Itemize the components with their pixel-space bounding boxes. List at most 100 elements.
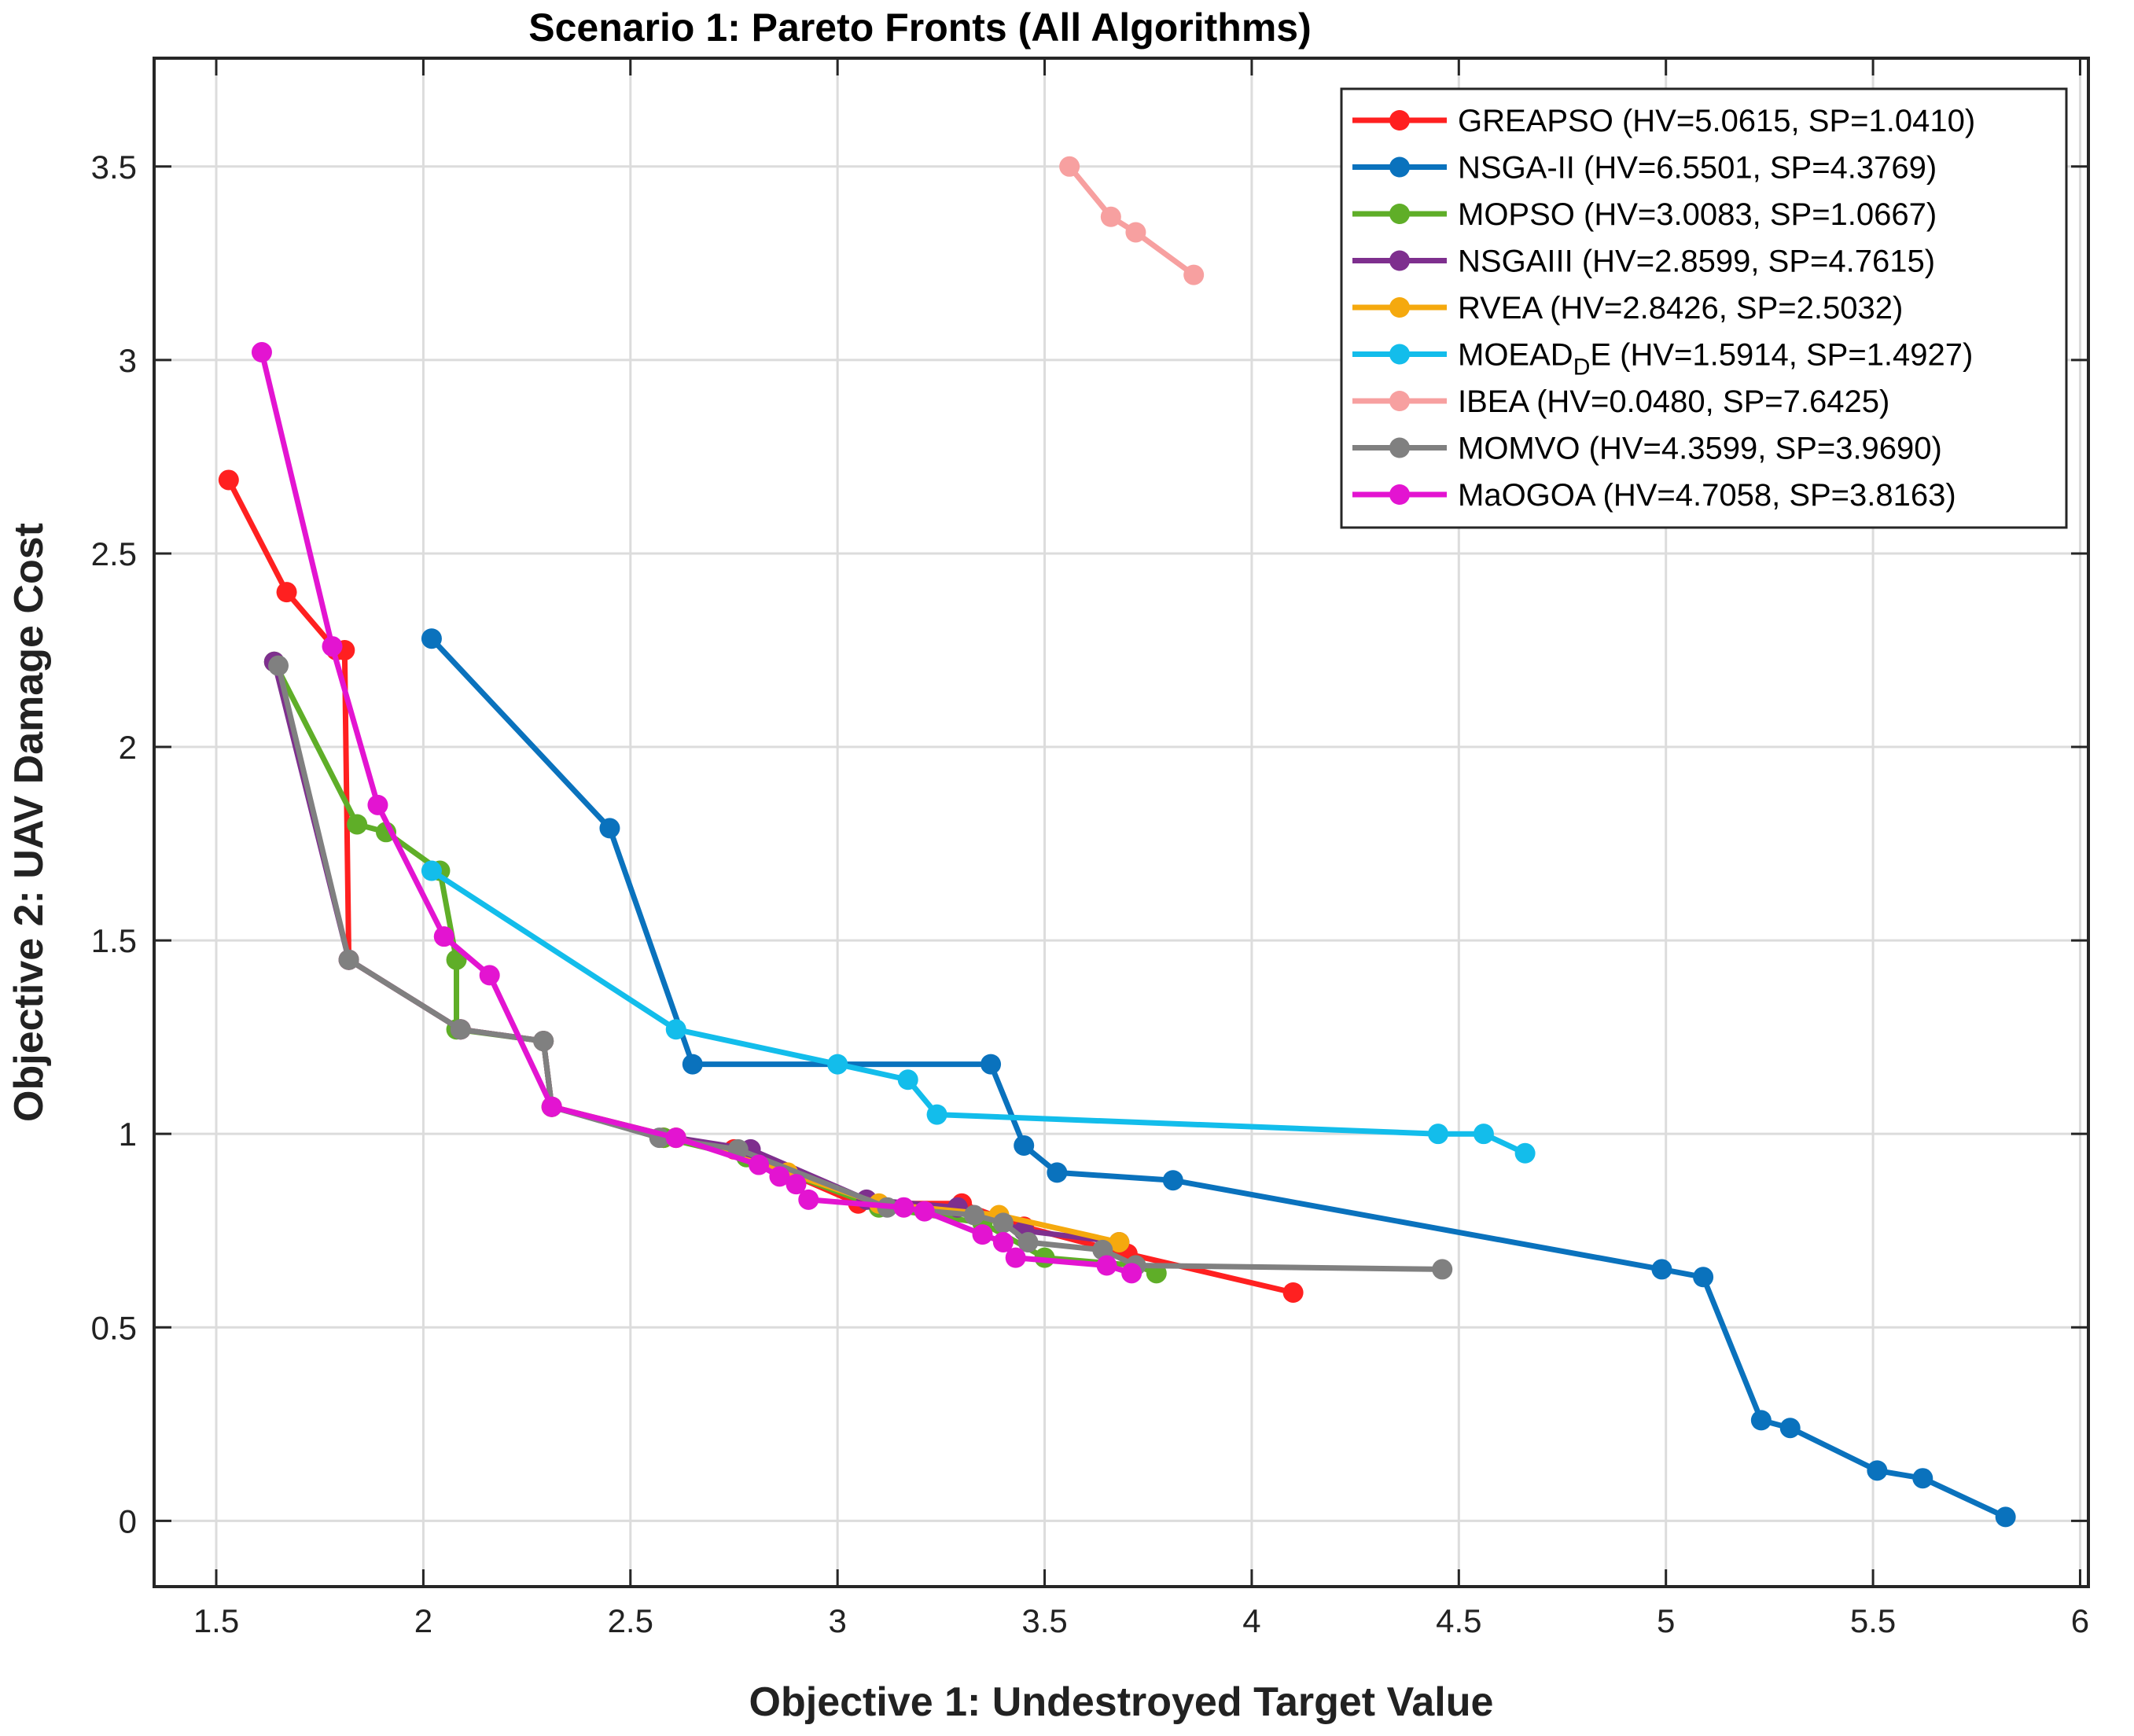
legend-label: GREAPSO (HV=5.0615, SP=1.0410) (1458, 104, 1975, 138)
data-point-maogoa (322, 636, 343, 657)
legend-label-name: GREAPSO (1458, 104, 1613, 138)
data-point-maogoa (479, 965, 500, 986)
data-point-momvo (533, 1031, 554, 1052)
data-point-maogoa (893, 1197, 914, 1218)
data-point-rvea (1109, 1231, 1130, 1252)
legend-label: IBEA (HV=0.0480, SP=7.6425) (1458, 384, 1889, 419)
data-point-nsga-ii (682, 1054, 703, 1075)
legend-box (1340, 87, 2068, 529)
data-point-moead-de (926, 1104, 947, 1125)
data-point-moead-de (1473, 1124, 1494, 1145)
data-point-greapso (218, 469, 239, 491)
data-point-momvo (1432, 1259, 1453, 1280)
data-point-nsga-ii (1162, 1170, 1183, 1191)
data-point-maogoa (798, 1189, 819, 1210)
series-ibea (1059, 156, 1205, 285)
data-point-moead-de (827, 1054, 848, 1075)
data-point-greapso (276, 582, 297, 603)
data-point-nsga-ii (1867, 1460, 1888, 1481)
data-point-greapso (1282, 1282, 1304, 1303)
legend-label-name: MaOGOA (1458, 478, 1596, 513)
y-tick-label: 0 (119, 1502, 137, 1539)
data-point-nsga-ii (1912, 1468, 1933, 1489)
y-tick-label: 2 (119, 729, 137, 766)
data-point-nsga-ii (1693, 1267, 1714, 1288)
data-point-moead-de (897, 1069, 918, 1091)
data-point-maogoa (992, 1231, 1014, 1252)
data-point-momvo (963, 1205, 984, 1226)
data-point-moead-de (1514, 1142, 1536, 1164)
legend-label-name: RVEA (1458, 291, 1543, 326)
data-point-nsga-ii (1995, 1506, 2016, 1528)
y-tick-label: 2.5 (91, 535, 137, 572)
legend-swatch-marker (1389, 484, 1410, 505)
data-point-nsga-ii (1750, 1410, 1772, 1431)
legend-label: NSGA-II (HV=6.5501, SP=4.3769) (1458, 151, 1937, 186)
legend-swatch-marker (1389, 297, 1410, 318)
legend-swatch-marker (1389, 344, 1410, 365)
data-point-nsga-ii (1014, 1135, 1035, 1156)
x-tick-label: 4 (1242, 1602, 1260, 1639)
legend-label-metrics: (HV=2.8599, SP=4.7615) (1573, 245, 1935, 279)
data-point-nsga-ii (1779, 1418, 1801, 1439)
data-point-ibea (1183, 264, 1205, 285)
legend-label: MOEADDE (HV=1.5914, SP=1.4927) (1458, 338, 1973, 381)
data-point-maogoa (665, 1127, 686, 1149)
series-line-nsga-ii (429, 635, 2009, 1520)
y-tick-label: 3 (119, 342, 137, 379)
legend-label-metrics: (HV=0.0480, SP=7.6425) (1528, 384, 1889, 419)
legend-label-name: NSGAIII (1458, 245, 1573, 279)
data-point-maogoa (972, 1224, 993, 1245)
x-tick-label: 4.5 (1436, 1602, 1481, 1639)
data-point-moead-de (1427, 1124, 1448, 1145)
data-point-maogoa (367, 794, 388, 815)
data-point-nsga-ii (599, 818, 620, 839)
data-point-maogoa (251, 342, 272, 363)
data-point-nsga-ii (1047, 1162, 1068, 1183)
legend-label: MOMVO (HV=4.3599, SP=3.9690) (1458, 432, 1942, 466)
legend-item-greapso: GREAPSO (HV=5.0615, SP=1.0410) (1352, 104, 1975, 138)
series-nsga-ii (421, 628, 2016, 1528)
legend-item-maogoa: MaOGOA (HV=4.7058, SP=3.8163) (1352, 478, 1956, 513)
legend-label-metrics: E (HV=1.5914, SP=1.4927) (1590, 338, 1973, 373)
legend-item-ibea: IBEA (HV=0.0480, SP=7.6425) (1352, 384, 1889, 419)
series-moead-de (421, 860, 1536, 1164)
series-line-ibea (1066, 164, 1197, 278)
legend-label-name: NSGA-II (1458, 151, 1575, 186)
series-maogoa (251, 342, 1142, 1284)
legend-label-metrics: (HV=2.8426, SP=2.5032) (1541, 291, 1903, 326)
data-point-maogoa (433, 926, 454, 947)
y-tick-label: 1 (119, 1116, 137, 1153)
legend-swatch-marker (1389, 250, 1410, 271)
data-point-moead-de (665, 1019, 686, 1040)
data-point-ibea (1100, 206, 1121, 227)
legend-label: NSGAIII (HV=2.8599, SP=4.7615) (1458, 245, 1935, 279)
legend-swatch-marker (1389, 204, 1410, 224)
y-tick-label: 3.5 (91, 149, 137, 186)
legend-label: MOPSO (HV=3.0083, SP=1.0667) (1458, 197, 1937, 232)
legend: GREAPSO (HV=5.0615, SP=1.0410) NSGA-II (H… (1340, 87, 2068, 529)
axis-ticks: 1.5 2 2.5 3 3.5 4 4.5 5 5.5 6 0 0.5 1 1.5 2 2.5 3 3.5 (91, 58, 2089, 1639)
legend-label-name: MOMVO (1458, 432, 1580, 466)
data-point-maogoa (1005, 1247, 1026, 1268)
y-axis-label: Objective 2: UAV Damage Cost (6, 523, 52, 1122)
x-tick-label: 2.5 (608, 1602, 653, 1639)
legend-label-metrics: (HV=4.7058, SP=3.8163) (1594, 478, 1956, 513)
data-point-nsga-ii (421, 628, 442, 649)
data-point-maogoa (749, 1154, 770, 1175)
legend-swatch-marker (1389, 437, 1410, 458)
legend-label-name: IBEA (1458, 384, 1529, 419)
legend-label-subscript: D (1573, 355, 1591, 381)
x-axis-label: Objective 1: Undestroyed Target Value (749, 1679, 1494, 1725)
data-point-momvo (992, 1212, 1014, 1234)
x-tick-label: 5 (1657, 1602, 1675, 1639)
series-group (218, 156, 2016, 1528)
legend-item-nsgaiii: NSGAIII (HV=2.8599, SP=4.7615) (1352, 245, 1935, 279)
legend-item-momvo: MOMVO (HV=4.3599, SP=3.9690) (1352, 432, 1942, 466)
x-tick-label: 6 (2071, 1602, 2089, 1639)
chart-title: Scenario 1: Pareto Fronts (All Algorithm… (528, 6, 1312, 50)
legend-label-metrics: (HV=5.0615, SP=1.0410) (1613, 104, 1975, 138)
series-line-momvo (275, 663, 1445, 1272)
legend-swatch-marker (1389, 110, 1410, 131)
